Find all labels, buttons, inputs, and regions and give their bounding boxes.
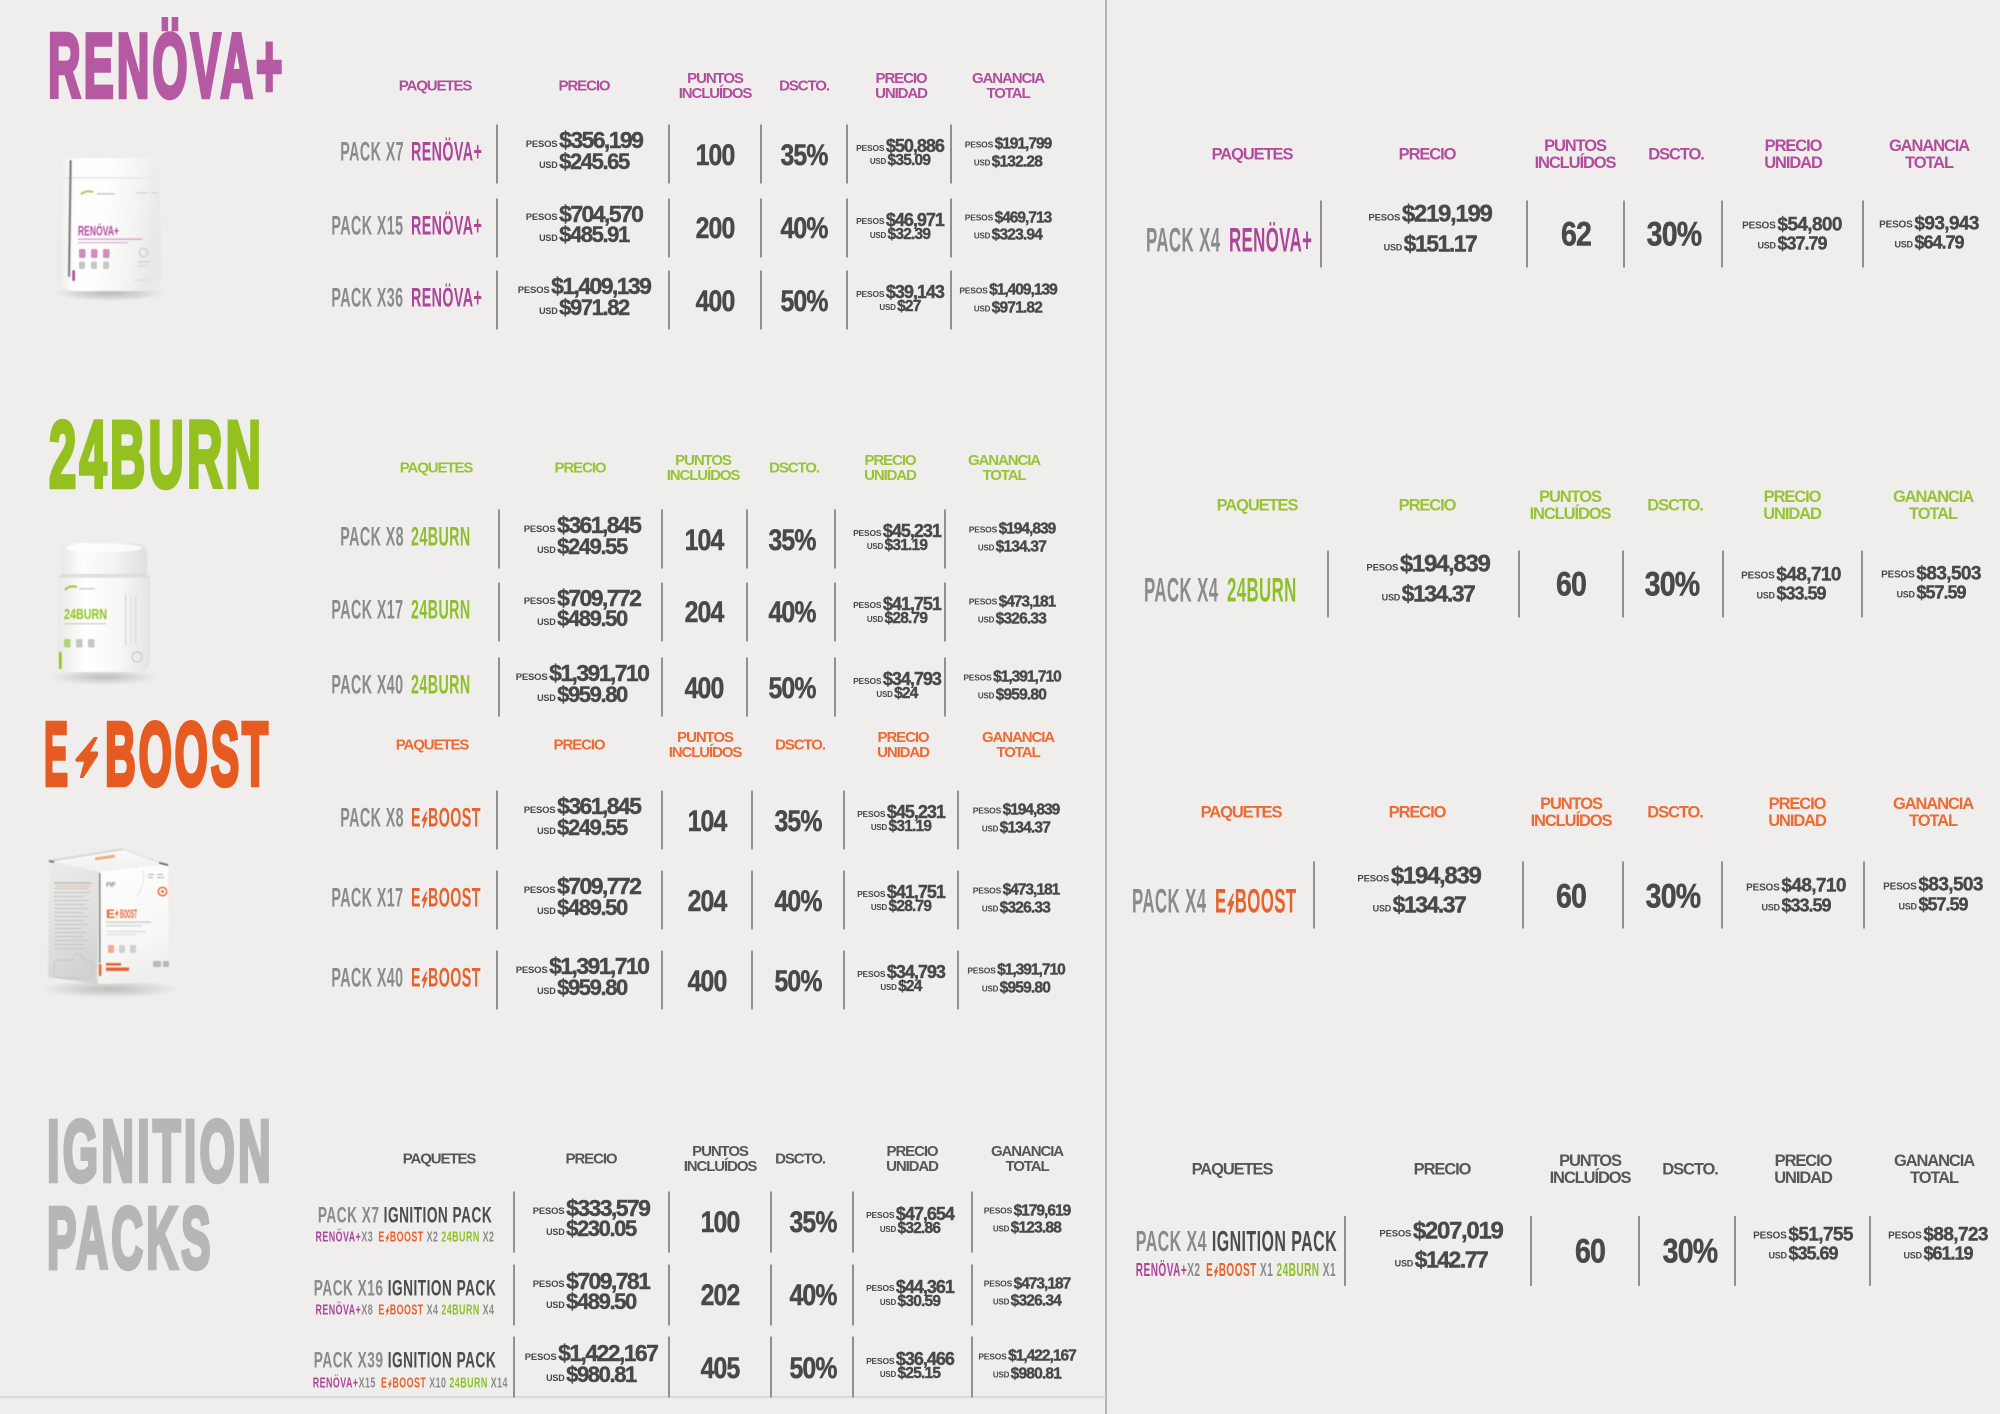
- svg-text:BOOST: BOOST: [120, 907, 137, 921]
- svg-text:RENÖVA+: RENÖVA+: [78, 224, 119, 239]
- svg-text:24BURN: 24BURN: [64, 607, 107, 623]
- svg-text:E: E: [106, 907, 115, 921]
- svg-text:FYF: FYF: [106, 882, 117, 889]
